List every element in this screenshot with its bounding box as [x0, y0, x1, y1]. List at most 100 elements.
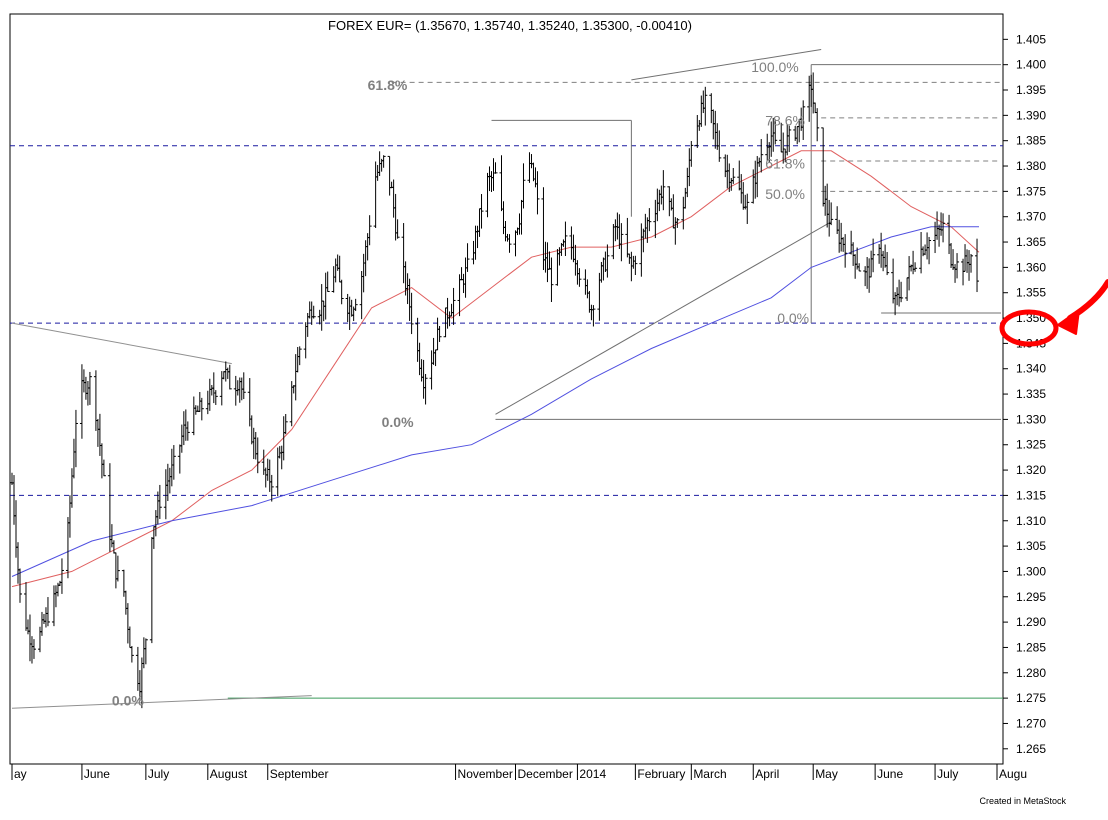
y-tick-label: 1.340: [1016, 362, 1046, 376]
price-bar: [857, 263, 862, 272]
fibonacci-labels: 61.8% 100.0% 78.6% 61.8% 50.0% 0.0% 0.0% 0.0%: [112, 59, 809, 708]
trend-lines: [11, 48, 1001, 709]
x-tick-label: November: [458, 767, 513, 781]
price-bar: [381, 155, 386, 168]
trend-line: [11, 695, 312, 709]
y-tick-label: 1.375: [1016, 184, 1046, 198]
horizontal-lines: [10, 145, 1003, 699]
y-tick-label: 1.380: [1016, 159, 1046, 173]
price-bar: [535, 171, 540, 215]
x-tick-label: 2014: [579, 767, 606, 781]
x-tick-label: June: [877, 767, 903, 781]
moving-average-line: [11, 226, 979, 577]
trend-line: [11, 322, 232, 365]
price-bar: [521, 163, 526, 209]
y-tick-label: 1.295: [1016, 590, 1046, 604]
y-tick-label: 1.405: [1016, 32, 1046, 46]
price-bar: [395, 219, 400, 239]
fibonacci-label: 0.0%: [382, 414, 414, 430]
price-bar: [913, 262, 918, 272]
y-tick-label: 1.275: [1016, 691, 1046, 705]
x-tick-label: Augu: [999, 767, 1027, 781]
y-tick-label: 1.400: [1016, 58, 1046, 72]
fibonacci-label: 61.8%: [368, 77, 408, 93]
y-axis: 1.265 1.270 1.275 1.280 1.285 1.290 1.295 1.300…: [1003, 32, 1046, 756]
x-tick-label: May: [815, 767, 838, 781]
price-bar: [31, 639, 36, 659]
y-tick-label: 1.355: [1016, 286, 1046, 300]
price-bar: [73, 409, 78, 468]
price-bar: [353, 298, 358, 311]
price-bar: [283, 413, 288, 435]
price-bar: [843, 234, 848, 268]
price-bar: [899, 281, 904, 303]
price-bar: [815, 108, 820, 142]
price-bar: [17, 568, 22, 603]
y-tick-label: 1.360: [1016, 260, 1046, 274]
price-bar: [465, 243, 470, 272]
fibonacci-label: 78.6%: [765, 112, 805, 128]
red-circle-annotation: [999, 279, 1108, 347]
price-bar: [227, 364, 232, 390]
price-bar: [577, 268, 582, 287]
price-bar: [45, 597, 50, 627]
price-bar: [255, 437, 260, 474]
price-bar: [801, 100, 806, 140]
y-tick-label: 1.325: [1016, 438, 1046, 452]
fibonacci-label: 0.0%: [777, 310, 809, 326]
price-bar: [143, 638, 148, 665]
price-bar: [927, 236, 932, 265]
y-tick-label: 1.280: [1016, 666, 1046, 680]
y-tick-label: 1.385: [1016, 134, 1046, 148]
price-bar: [703, 86, 708, 126]
y-tick-label: 1.285: [1016, 640, 1046, 654]
price-bar: [661, 170, 666, 211]
price-bar: [745, 193, 750, 224]
price-bar: [717, 130, 722, 162]
price-bar: [941, 213, 946, 243]
price-bar: [731, 168, 736, 184]
y-tick-label: 1.310: [1016, 514, 1046, 528]
x-tick-label: ay: [14, 767, 27, 781]
price-bar: [87, 371, 92, 405]
y-tick-label: 1.265: [1016, 742, 1046, 756]
price-bar: [241, 372, 246, 400]
fibonacci-lines: [391, 81, 1001, 192]
price-bar: [157, 484, 162, 519]
price-bar: [563, 221, 568, 257]
y-tick-label: 1.320: [1016, 463, 1046, 477]
y-tick-label: 1.390: [1016, 108, 1046, 122]
annotation-arrowhead: [1057, 309, 1080, 335]
y-tick-label: 1.270: [1016, 716, 1046, 730]
price-bar: [633, 255, 638, 276]
price-bar: [507, 234, 512, 253]
price-bar: [129, 646, 134, 663]
y-tick-label: 1.330: [1016, 412, 1046, 426]
price-bar: [311, 305, 316, 319]
price-bar: [479, 194, 484, 229]
price-bar: [493, 162, 498, 174]
fibonacci-label: 50.0%: [765, 186, 805, 202]
x-tick-label: August: [210, 767, 248, 781]
x-tick-label: April: [755, 767, 779, 781]
price-bar: [199, 397, 204, 421]
price-bar: [885, 252, 890, 276]
price-bar: [325, 271, 330, 292]
price-bar: [367, 215, 372, 246]
price-bar: [451, 287, 456, 325]
x-tick-label: June: [84, 767, 110, 781]
y-tick-label: 1.335: [1016, 387, 1046, 401]
chart-title: FOREX EUR= (1.35670, 1.35740, 1.35240, 1…: [328, 18, 692, 33]
y-tick-label: 1.315: [1016, 488, 1046, 502]
y-tick-label: 1.370: [1016, 210, 1046, 224]
y-tick-label: 1.395: [1016, 83, 1046, 97]
price-bar: [975, 238, 980, 293]
price-bar: [591, 305, 596, 327]
x-tick-label: March: [693, 767, 726, 781]
moving-average-line: [11, 150, 980, 588]
credit-text: Created in MetaStock: [979, 796, 1066, 806]
price-bars: [10, 72, 980, 709]
price-bar: [339, 279, 344, 305]
